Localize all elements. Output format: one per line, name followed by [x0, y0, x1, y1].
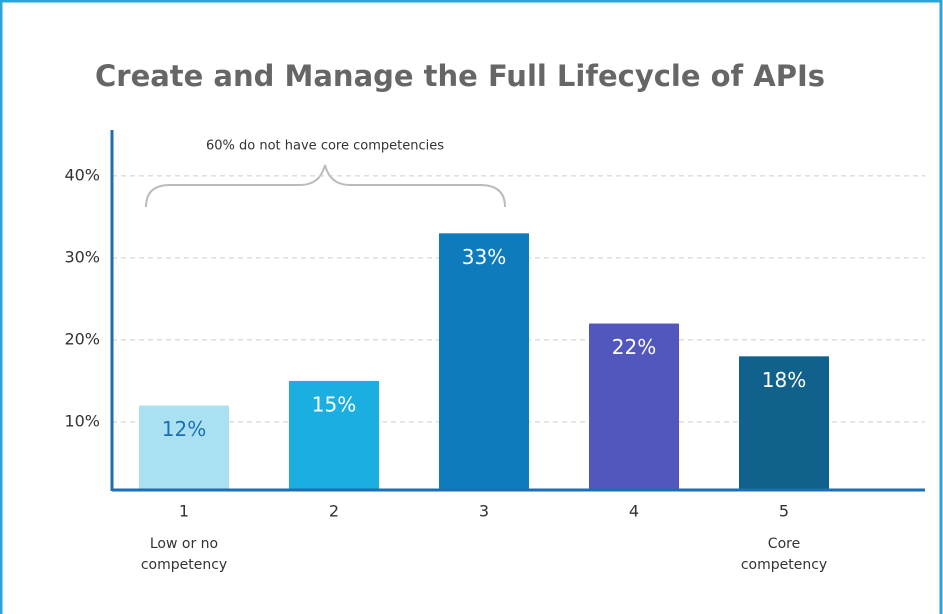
x-tick-label: 2 [329, 502, 339, 521]
x-note: competency [741, 557, 827, 573]
value-label: 18% [762, 368, 806, 392]
chart-title: Create and Manage the Full Lifecycle of … [95, 59, 825, 93]
bar [139, 405, 229, 490]
brace [145, 164, 506, 208]
bar [589, 323, 679, 490]
x-tick-label: 5 [779, 502, 789, 521]
x-tick-label: 4 [629, 502, 639, 521]
x-note: Low or no [150, 536, 218, 552]
bar [739, 356, 829, 490]
y-tick-label: 30% [64, 247, 100, 266]
value-label: 15% [312, 392, 356, 416]
y-tick-label: 40% [64, 165, 100, 184]
x-note: competency [141, 557, 227, 573]
bar [289, 380, 379, 490]
x-note: Core [768, 536, 800, 552]
x-tick-label: 3 [479, 502, 489, 521]
bar [439, 233, 529, 490]
annotation: 60% do not have core competencies [206, 139, 444, 154]
x-tick-label: 1 [179, 502, 189, 521]
y-tick-label: 10% [64, 411, 100, 430]
y-tick-label: 20% [64, 329, 100, 348]
value-label: 33% [462, 245, 506, 269]
value-label: 12% [162, 417, 206, 441]
value-label: 22% [612, 335, 656, 359]
